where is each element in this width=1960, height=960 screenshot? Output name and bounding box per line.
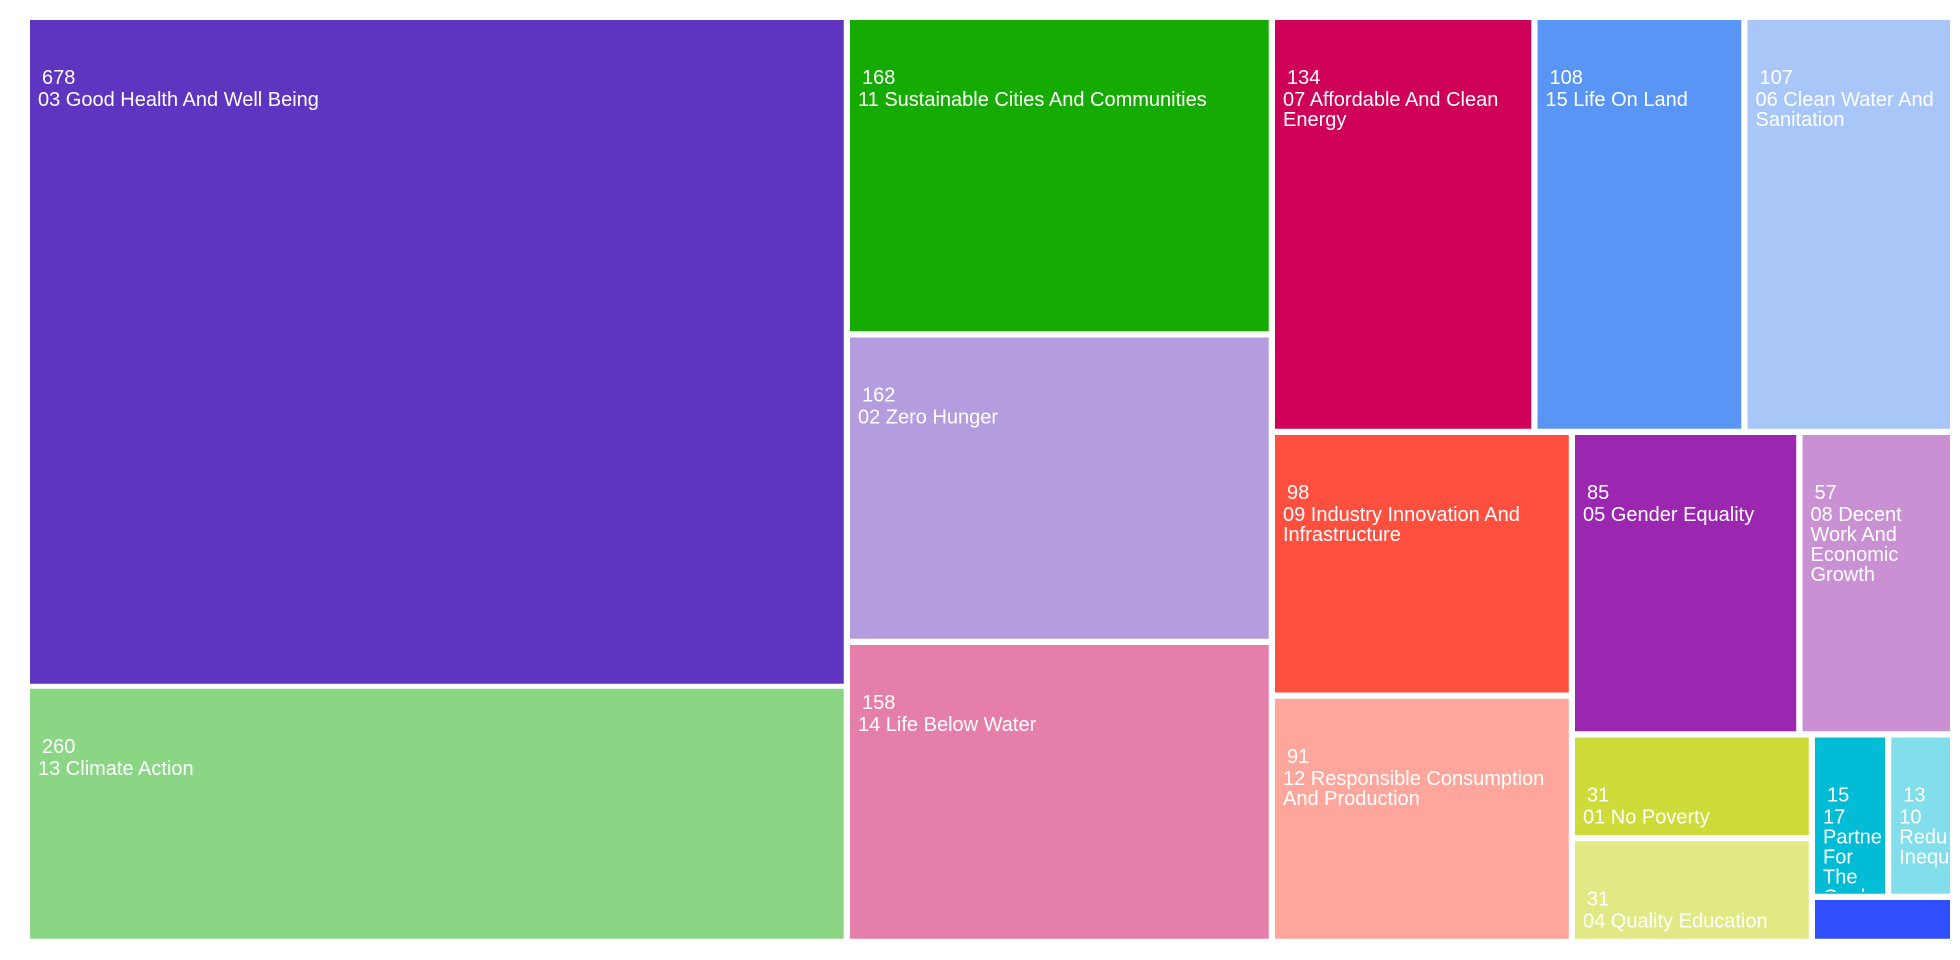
tile-rect [1275,698,1569,939]
tile-label: 11 Sustainable Cities And Communities [858,89,1207,111]
tile: 1310ReducedInequalities [1891,737,1960,894]
tile-label: 15 Life On Land [1546,89,1688,111]
tile-label: 03 Good Health And Well Being [38,89,319,111]
tile-label: 10ReducedInequalities [1899,807,1960,869]
tile-rect [1575,841,1809,939]
tile-label: 14 Life Below Water [858,714,1037,736]
tile-value: 158 [862,692,895,714]
tile-value: 260 [42,736,75,758]
tile-value: 168 [862,67,895,89]
tile-label: 04 Quality Education [1583,910,1768,932]
tile-value: 107 [1760,67,1793,89]
tile-rect [1275,435,1569,693]
tile-label: 02 Zero Hunger [858,407,998,429]
tile-rect [30,688,844,939]
tile-value: 13 [1903,785,1925,807]
tile-rect [1802,435,1950,732]
tile-rect [1747,20,1950,429]
tile-rect [1275,20,1532,429]
tile-rect [1575,737,1809,835]
tile-value: 91 [1287,746,1309,768]
tile-value: 57 [1815,482,1837,504]
tile-label: 12 Responsible Consumption And Production [1283,768,1544,810]
tile-rect [850,645,1269,939]
tile-rect [850,20,1269,332]
tile-label: 05 Gender Equality [1583,504,1754,526]
tile-value: 134 [1287,67,1320,89]
tile-label: 06 Clean Water And Sanitation [1756,89,1934,131]
tile-rect [30,20,844,684]
tile-label: 08 Decent Work And Economic Growth [1811,504,1903,586]
tile-value: 678 [42,67,75,89]
tile-value: 98 [1287,482,1309,504]
tile-rect [850,337,1269,639]
tile-rect [1815,737,1885,894]
tile-rect [1891,737,1950,894]
tile-rect [1575,435,1797,732]
tile-label: 09 Industry Innovation And Infrastructure [1283,504,1520,546]
tile-value: 108 [1550,67,1583,89]
tile-label: 01 No Poverty [1583,807,1710,829]
tile-rect [1815,900,1950,939]
tile-value: 15 [1827,785,1849,807]
tile-label: 17 Partnerships For The Goals [1823,807,1935,909]
tile-rect [1537,20,1742,429]
tile [1815,900,1950,939]
tile-value: 31 [1587,888,1609,910]
tile-label: 13 Climate Action [38,758,194,780]
tile-value: 31 [1587,785,1609,807]
tile-label: 07 Affordable And Clean Energy [1283,89,1498,131]
tile-value: 85 [1587,482,1609,504]
tile-value: 162 [862,385,895,407]
